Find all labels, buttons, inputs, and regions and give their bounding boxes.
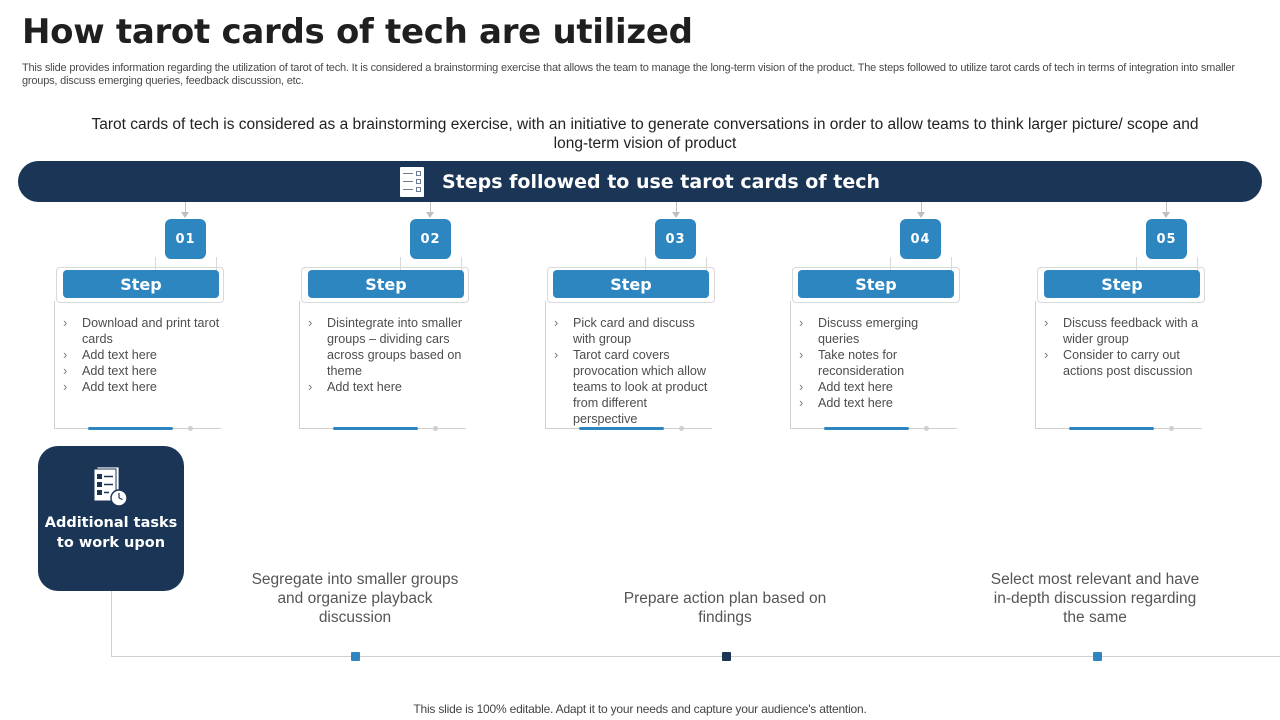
footer-note: This slide is 100% editable. Adapt it to…: [413, 702, 867, 716]
arrow-down-icon: [181, 202, 189, 218]
step-label-frame: [547, 267, 715, 303]
card-dot: [433, 426, 438, 431]
card-accent-bar: [824, 427, 909, 430]
step-card: Discuss emerging queries Take notes for …: [790, 301, 959, 431]
step-label: Step: [63, 270, 219, 298]
connector: [155, 257, 217, 271]
list-item: Take notes for reconsideration: [799, 347, 959, 379]
step-label: Step: [308, 270, 464, 298]
step-column-3: 03 Step Pick card and discuss with group…: [545, 202, 725, 432]
step-label-frame: [301, 267, 469, 303]
step-number-badge: 02: [410, 219, 451, 259]
timeline-marker-3: [1093, 652, 1102, 661]
task-checklist-clock-icon: [93, 466, 129, 508]
step-card: Pick card and discuss with group Tarot c…: [545, 301, 714, 431]
intro-text: Tarot cards of tech is considered as a b…: [91, 116, 1199, 152]
list-item: Add text here: [63, 379, 223, 395]
list-item: Disintegrate into smaller groups – divid…: [308, 315, 468, 379]
list-item: Add text here: [63, 347, 223, 363]
task-text-2: Prepare action plan based on findings: [623, 590, 827, 626]
step-label-frame: [56, 267, 224, 303]
task-text-3: Select most relevant and have in-depth d…: [990, 571, 1200, 626]
list-item: Add text here: [63, 363, 223, 379]
step-label: Step: [553, 270, 709, 298]
arrow-down-icon: [426, 202, 434, 218]
task-text-1: Segregate into smaller groups and organi…: [251, 571, 459, 626]
steps-banner: Steps followed to use tarot cards of tec…: [18, 161, 1262, 202]
card-accent-bar: [1069, 427, 1154, 430]
additional-tasks-title: Additional tasks to work upon: [44, 515, 178, 551]
list-item: Tarot card covers provocation which allo…: [554, 347, 714, 427]
connector: [400, 257, 462, 271]
card-accent-bar: [333, 427, 418, 430]
step-number-badge: 04: [900, 219, 941, 259]
checklist-icon: [399, 166, 424, 197]
list-item: Pick card and discuss with group: [554, 315, 714, 347]
list-item: Add text here: [308, 379, 468, 395]
page-subtitle: This slide provides information regardin…: [22, 62, 1235, 87]
list-item: Download and print tarot cards: [63, 315, 223, 347]
card-accent-bar: [579, 427, 664, 430]
timeline-marker-1: [351, 652, 360, 661]
list-item: Consider to carry out actions post discu…: [1044, 347, 1204, 379]
step-label-frame: [1037, 267, 1205, 303]
card-accent-bar: [88, 427, 173, 430]
card-dot: [924, 426, 929, 431]
banner-title: Steps followed to use tarot cards of tec…: [441, 170, 880, 193]
timeline-horizontal: [111, 656, 1280, 657]
step-label-frame: [792, 267, 960, 303]
step-card: Download and print tarot cards Add text …: [54, 301, 223, 431]
arrow-down-icon: [917, 202, 925, 218]
step-card: Discuss feedback with a wider group Cons…: [1035, 301, 1204, 431]
card-dot: [188, 426, 193, 431]
step-number-badge: 01: [165, 219, 206, 259]
arrow-down-icon: [1162, 202, 1170, 218]
step-number-badge: 03: [655, 219, 696, 259]
timeline-vertical: [111, 591, 112, 656]
timeline-marker-2: [722, 652, 731, 661]
step-column-4: 04 Step Discuss emerging queries Take no…: [790, 202, 970, 432]
list-item: Discuss feedback with a wider group: [1044, 315, 1204, 347]
list-item: Add text here: [799, 379, 959, 395]
step-number-badge: 05: [1146, 219, 1187, 259]
connector: [1136, 257, 1198, 271]
page-title: How tarot cards of tech are utilized: [22, 12, 693, 52]
arrow-down-icon: [672, 202, 680, 218]
step-label: Step: [798, 270, 954, 298]
card-dot: [1169, 426, 1174, 431]
step-card: Disintegrate into smaller groups – divid…: [299, 301, 468, 431]
connector: [645, 257, 707, 271]
list-item: Add text here: [799, 395, 959, 411]
list-item: Discuss emerging queries: [799, 315, 959, 347]
connector: [890, 257, 952, 271]
step-label: Step: [1044, 270, 1200, 298]
additional-tasks-box: Additional tasks to work upon: [38, 446, 184, 591]
step-column-2: 02 Step Disintegrate into smaller groups…: [299, 202, 479, 432]
step-column-5: 05 Step Discuss feedback with a wider gr…: [1035, 202, 1215, 432]
step-column-1: 01 Step Download and print tarot cards A…: [54, 202, 234, 432]
card-dot: [679, 426, 684, 431]
